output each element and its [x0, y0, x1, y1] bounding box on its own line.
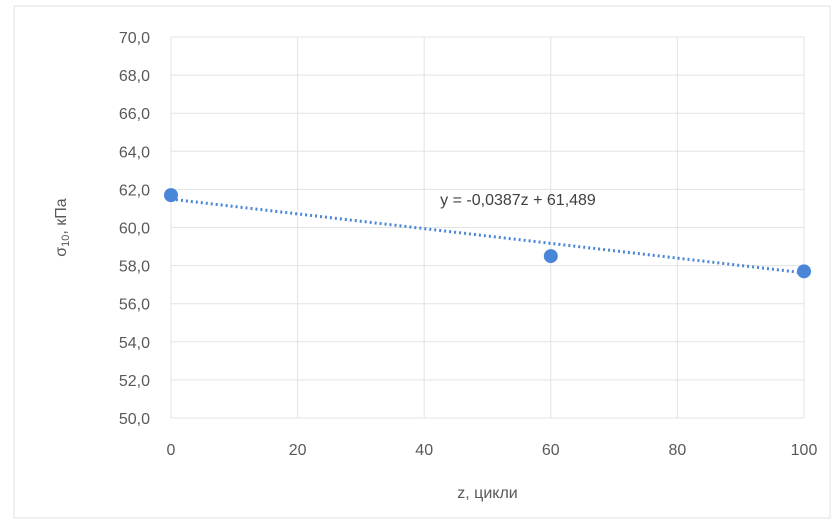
y-tick-label: 66,0	[119, 106, 150, 123]
y-tick-label: 64,0	[119, 144, 150, 161]
y-axis-title-main: σ	[53, 247, 70, 257]
y-tick-label: 56,0	[119, 297, 150, 314]
y-tick-label: 50,0	[119, 411, 150, 428]
data-point	[543, 249, 558, 264]
y-tick-label: 54,0	[119, 335, 150, 352]
x-tick-label: 20	[289, 442, 307, 459]
y-axis-title-rest: , кПа	[53, 198, 70, 234]
data-points	[164, 188, 811, 279]
data-point	[164, 188, 178, 203]
x-tick-label: 0	[167, 442, 176, 459]
x-tick-label: 80	[669, 442, 687, 459]
x-tick-label: 40	[415, 442, 433, 459]
y-tick-label: 70,0	[119, 30, 150, 47]
chart-frame	[13, 5, 831, 519]
x-axis-title: z, цикли	[457, 485, 517, 502]
y-axis-ticks: 50,0 52,0 54,0 56,0 58,0 60,0 62,0 64,0 66,0 68,0…	[119, 30, 150, 428]
data-point	[797, 264, 811, 279]
gridlines	[170, 36, 805, 419]
y-tick-label: 58,0	[119, 259, 150, 276]
x-tick-label: 100	[791, 442, 818, 459]
y-tick-label: 68,0	[119, 68, 150, 85]
y-tick-label: 60,0	[119, 221, 150, 238]
y-axis-title: σ10, кПа	[53, 198, 72, 257]
x-axis-ticks: 0 20 40 60 80 100	[167, 442, 818, 459]
trendline	[170, 197, 805, 275]
y-tick-label: 52,0	[119, 373, 150, 390]
y-axis-title-subscript: 10	[60, 235, 72, 247]
x-tick-label: 60	[542, 442, 560, 459]
y-tick-label: 62,0	[119, 182, 150, 199]
trendline-equation: y = -0,0387z + 61,489	[440, 192, 596, 209]
